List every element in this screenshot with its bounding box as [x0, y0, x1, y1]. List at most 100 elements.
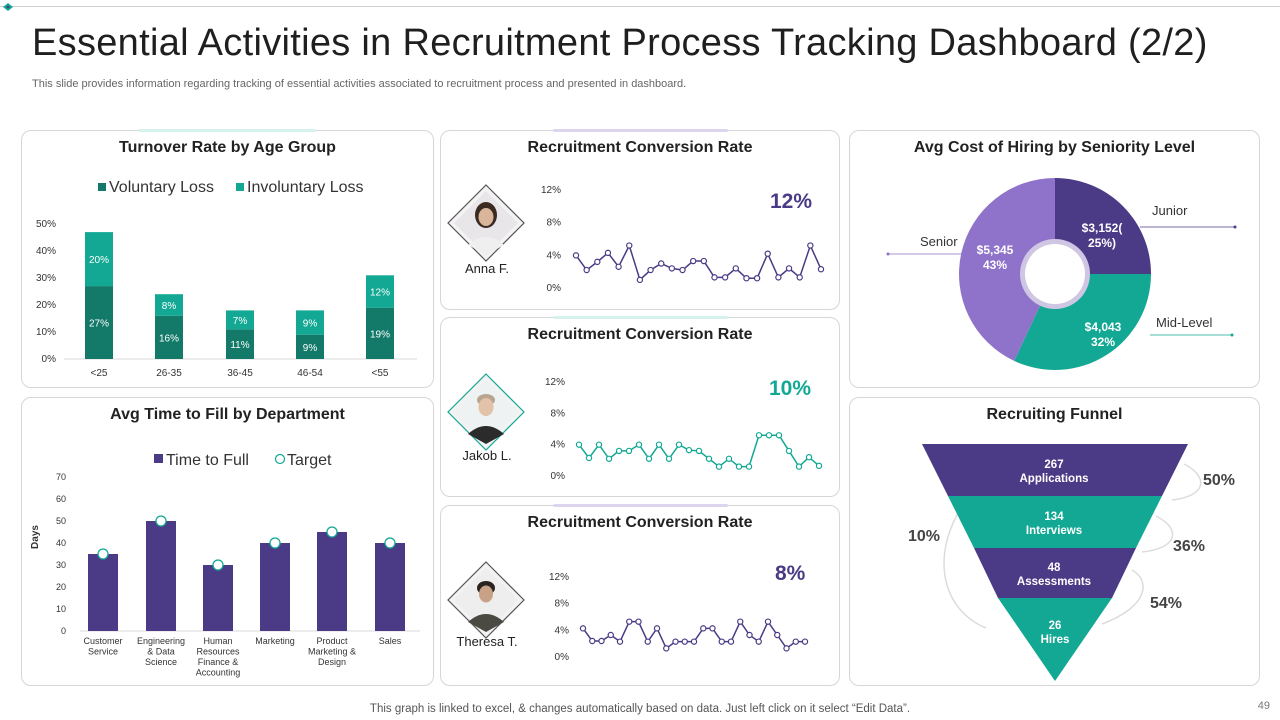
- conversion-point: [764, 250, 771, 257]
- mid-level-label: Mid-Level: [1156, 315, 1212, 330]
- turnover-bar-voluntary: [366, 307, 394, 359]
- ttf-ytick: 70: [56, 472, 66, 482]
- funnel-stage-interviews: [948, 496, 1162, 548]
- funnel-label-hires: Hires: [1041, 634, 1070, 646]
- conversion-point: [616, 638, 624, 645]
- legend-involuntary-label: Involuntary Loss: [247, 179, 364, 196]
- conversion-point: [626, 618, 633, 625]
- conversion-point: [663, 645, 670, 652]
- turnover-ytick: 20%: [36, 300, 56, 311]
- conversion-point: [743, 274, 750, 282]
- funnel-label-assessments: Assessments: [1017, 576, 1091, 588]
- turnover-bar-voluntary: [296, 334, 324, 359]
- ttf-xtick: Sales: [379, 636, 402, 646]
- conversion-point: [672, 638, 679, 645]
- time-to-fill-card: Avg Time to Fill by Department Time to F…: [21, 397, 434, 686]
- pie-value-label: $3,152(: [1082, 221, 1123, 235]
- cost-card: Avg Cost of Hiring by Seniority Level Ju…: [849, 130, 1260, 388]
- ttf-xtick: Engineering & Data Science: [137, 636, 185, 667]
- conversion-point: [625, 447, 633, 455]
- person-name-1: Anna F.: [464, 261, 510, 276]
- time-to-fill-chart: Time to Full Target Days 0 10 20 30 40 50 60 70…: [30, 452, 420, 678]
- page-subtitle: This slide provides information regardin…: [32, 78, 687, 90]
- avatar: [447, 561, 525, 639]
- ttf-bar: [375, 543, 405, 631]
- ttf-ytick: 40: [56, 538, 66, 548]
- turnover-value-label: 7%: [233, 316, 248, 327]
- conversion-title-2: Recruitment Conversion Rate: [527, 326, 753, 343]
- conversion-point: [785, 265, 793, 272]
- conversion-rate-2: 10%: [769, 377, 812, 400]
- conversion-point: [700, 625, 707, 632]
- funnel-arc-right-2: [1141, 515, 1174, 553]
- conversion-point: [737, 618, 744, 625]
- conversion-point: [709, 625, 716, 632]
- funnel-title: Recruiting Funnel: [986, 406, 1123, 423]
- turnover-value-label: 9%: [303, 343, 318, 354]
- conversion-point: [817, 266, 825, 273]
- conversion-point: [807, 242, 814, 249]
- turnover-value-label: 12%: [370, 288, 390, 299]
- mid-leader-dot: [1230, 333, 1234, 337]
- pie-slice: [959, 178, 1055, 361]
- legend-involuntary-swatch: [236, 183, 244, 191]
- ttf-xtick: Product Marketing & Design: [308, 636, 356, 667]
- conversion-point: [604, 249, 612, 257]
- conversion-point: [765, 432, 773, 439]
- legend-target-swatch: [274, 453, 286, 465]
- conversion-point: [589, 637, 596, 645]
- conversion-point: [647, 266, 654, 274]
- legend-time-label: Time to Full: [166, 452, 249, 469]
- turnover-bar-voluntary: [85, 286, 113, 359]
- funnel-pct-left: 10%: [908, 528, 940, 545]
- conversion-point: [745, 463, 753, 470]
- conversion-point: [735, 463, 743, 470]
- ttf-ytick: 30: [56, 560, 66, 570]
- conversion-point: [732, 265, 739, 272]
- turnover-ytick: 30%: [36, 273, 56, 284]
- conversion-card-1: Recruitment Conversion Rate Anna F. 12% …: [440, 129, 840, 310]
- conversion-point: [579, 625, 587, 632]
- conversion-ytick: 12%: [545, 377, 565, 388]
- conversion-point: [644, 638, 651, 645]
- page-title: Essential Activities in Recruitment Proc…: [32, 22, 1208, 64]
- senior-label: Senior: [920, 234, 958, 249]
- turnover-card: Turnover Rate by Age Group Voluntary Los…: [21, 129, 434, 388]
- pie-value-label: $5,345: [977, 243, 1014, 257]
- conversion-point: [705, 455, 713, 462]
- conversion-point: [764, 618, 772, 625]
- conversion-ytick: 4%: [551, 440, 566, 451]
- conversion-point: [792, 638, 799, 645]
- conversion-point: [615, 447, 623, 455]
- avatar: [447, 184, 525, 262]
- ttf-ytick: 60: [56, 494, 66, 504]
- conversion-point: [653, 625, 661, 632]
- turnover-value-label: 20%: [89, 255, 109, 266]
- conversion-ytick: 0%: [547, 283, 562, 294]
- conversion-ytick: 0%: [551, 471, 566, 482]
- conversion-ytick: 4%: [555, 625, 570, 636]
- conversion-point: [795, 463, 803, 470]
- conversion-point: [675, 441, 683, 448]
- turnover-xtick: <25: [91, 368, 108, 379]
- time-to-fill-title: Avg Time to Fill by Department: [110, 406, 345, 423]
- legend-voluntary-label: Voluntary Loss: [109, 179, 214, 196]
- ttf-bar: [203, 565, 233, 631]
- turnover-chart: Voluntary Loss Involuntary Loss 0% 10% 20%…: [36, 179, 417, 379]
- conversion-title-1: Recruitment Conversion Rate: [527, 139, 753, 156]
- conversion-point: [635, 441, 643, 448]
- junior-label: Junior: [1152, 203, 1188, 218]
- turnover-ytick: 0%: [42, 354, 57, 365]
- footer-note: This graph is linked to excel, & changes…: [369, 703, 911, 715]
- conversion-point: [796, 274, 803, 281]
- ttf-ytick: 10: [56, 604, 66, 614]
- avatar: [447, 373, 525, 451]
- conversion-point: [783, 645, 790, 652]
- conversion-rate-3: 8%: [775, 562, 806, 585]
- turnover-bar-involuntary: [366, 275, 394, 308]
- pie-pct-label: 25%): [1088, 236, 1116, 250]
- conversion-point: [785, 447, 793, 455]
- pie-pct-label: 32%: [1091, 335, 1115, 349]
- ttf-xtick: Customer Service: [83, 636, 122, 657]
- turnover-ytick: 50%: [36, 219, 56, 230]
